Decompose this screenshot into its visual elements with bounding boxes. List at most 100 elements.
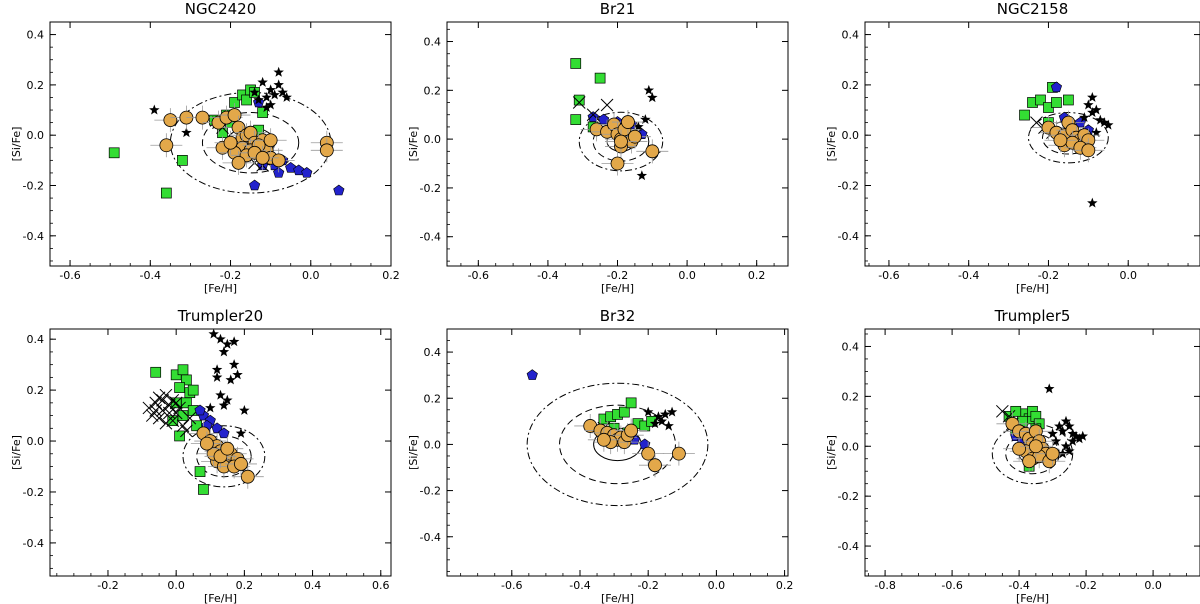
x-tick-label: -0.4	[569, 579, 590, 592]
star-marker	[1087, 91, 1098, 102]
cross-marker	[166, 393, 180, 407]
star-marker	[1083, 99, 1094, 110]
x-tick-label: -0.6	[878, 269, 899, 282]
circle-marker	[234, 457, 248, 471]
y-tick-label: 0.0	[424, 438, 442, 451]
pentagon-marker	[211, 422, 223, 434]
star-marker	[660, 408, 671, 419]
square-marker	[160, 187, 172, 199]
x-axis-label: [Fe/H]	[1016, 592, 1049, 604]
plot-area	[991, 383, 1088, 485]
cross-marker	[152, 411, 166, 425]
square-marker	[1063, 94, 1074, 106]
circle-marker	[227, 108, 242, 122]
y-axis-label: [Si/Fe]	[825, 435, 838, 470]
star-marker	[1087, 107, 1098, 118]
x-tick-label: -0.6	[941, 579, 962, 592]
cross-marker	[162, 406, 176, 420]
star-marker	[633, 121, 644, 132]
y-tick-label: -0.4	[838, 540, 859, 553]
star-marker	[666, 406, 678, 417]
star-marker	[205, 402, 216, 413]
y-tick-label: -0.4	[420, 231, 441, 244]
circle-marker	[1081, 143, 1096, 158]
y-axis-label: [Si/Fe]	[10, 127, 23, 162]
x-tick-label: 0.0	[167, 579, 185, 592]
plot-area	[108, 66, 345, 199]
square-marker	[570, 114, 582, 125]
square-marker	[646, 415, 657, 427]
square-marker	[187, 384, 199, 396]
star-marker	[640, 114, 651, 125]
star-marker	[257, 76, 268, 87]
pentagon-marker	[597, 113, 610, 125]
ring-dashdot	[182, 425, 266, 488]
x-tick-label: -0.4	[958, 269, 979, 282]
x-tick-label: -0.4	[140, 269, 161, 282]
star-marker	[232, 369, 243, 380]
circle-marker	[671, 446, 686, 461]
plot-area	[570, 58, 669, 181]
pentagon-marker	[587, 111, 599, 122]
y-tick-label: -0.4	[23, 537, 44, 550]
x-axis-label: [Fe/H]	[601, 282, 634, 295]
circle-marker	[1022, 454, 1037, 469]
star-marker	[215, 333, 226, 344]
x-tick-label: -0.2	[637, 579, 658, 592]
circle-marker	[240, 469, 255, 484]
cross-marker	[572, 96, 586, 109]
panel-title: Trumpler20	[177, 307, 263, 325]
x-axis-label: [Fe/H]	[204, 282, 237, 295]
cross-marker	[152, 391, 166, 405]
y-tick-label: 0.0	[424, 133, 442, 146]
star-marker	[1079, 112, 1090, 123]
y-tick-label: 0.2	[842, 390, 860, 403]
panel-title: Trumpler5	[994, 307, 1071, 325]
star-marker	[239, 404, 250, 415]
pentagon-marker	[218, 427, 230, 439]
y-tick-label: -0.2	[420, 485, 441, 498]
ring-dashdot	[578, 111, 664, 172]
circle-marker	[231, 155, 246, 170]
y-tick-label: 0.4	[27, 333, 45, 346]
star-marker	[215, 389, 226, 400]
y-tick-label: 0.4	[842, 340, 860, 353]
y-tick-label: 0.2	[424, 84, 442, 97]
cross-marker	[156, 393, 169, 407]
x-tick-label: 0.4	[304, 579, 322, 592]
square-marker	[618, 406, 630, 418]
star-marker	[269, 89, 280, 100]
circle-marker	[610, 156, 625, 171]
cross-marker	[159, 416, 173, 430]
panel-br21: Br21 [Fe/H] [Si/Fe] -0.6 -0.4 -0.2 0.0 0.2 -0.4 -…	[407, 0, 789, 295]
square-marker	[625, 397, 637, 409]
x-tick-label: 0.0	[302, 269, 320, 282]
y-tick-label: 0.0	[27, 129, 45, 142]
x-axis-label: [Fe/H]	[601, 592, 634, 604]
square-marker	[177, 364, 189, 376]
x-tick-label: 0.0	[1119, 269, 1137, 282]
star-marker	[261, 102, 272, 112]
y-tick-label: 0.4	[424, 36, 442, 49]
y-axis-label: [Si/Fe]	[407, 435, 420, 470]
y-tick-label: 0.4	[842, 29, 860, 42]
y-tick-label: -0.2	[23, 486, 44, 499]
star-marker	[265, 84, 276, 95]
star-marker	[647, 92, 658, 103]
y-tick-label: 0.4	[27, 29, 45, 42]
star-marker	[1060, 415, 1072, 426]
x-tick-label: 0.0	[708, 579, 726, 592]
square-marker	[108, 147, 120, 159]
y-tick-label: 0.4	[424, 346, 442, 359]
circle-marker	[1045, 446, 1060, 461]
star-marker	[1067, 435, 1078, 446]
x-tick-label: -0.6	[501, 579, 522, 592]
x-tick-label: -0.2	[97, 579, 118, 592]
circle-marker	[624, 423, 639, 438]
square-marker	[1019, 109, 1030, 121]
star-marker	[1044, 383, 1055, 394]
circle-marker	[271, 153, 286, 168]
star-marker	[1054, 420, 1065, 431]
star-marker	[1074, 433, 1085, 444]
